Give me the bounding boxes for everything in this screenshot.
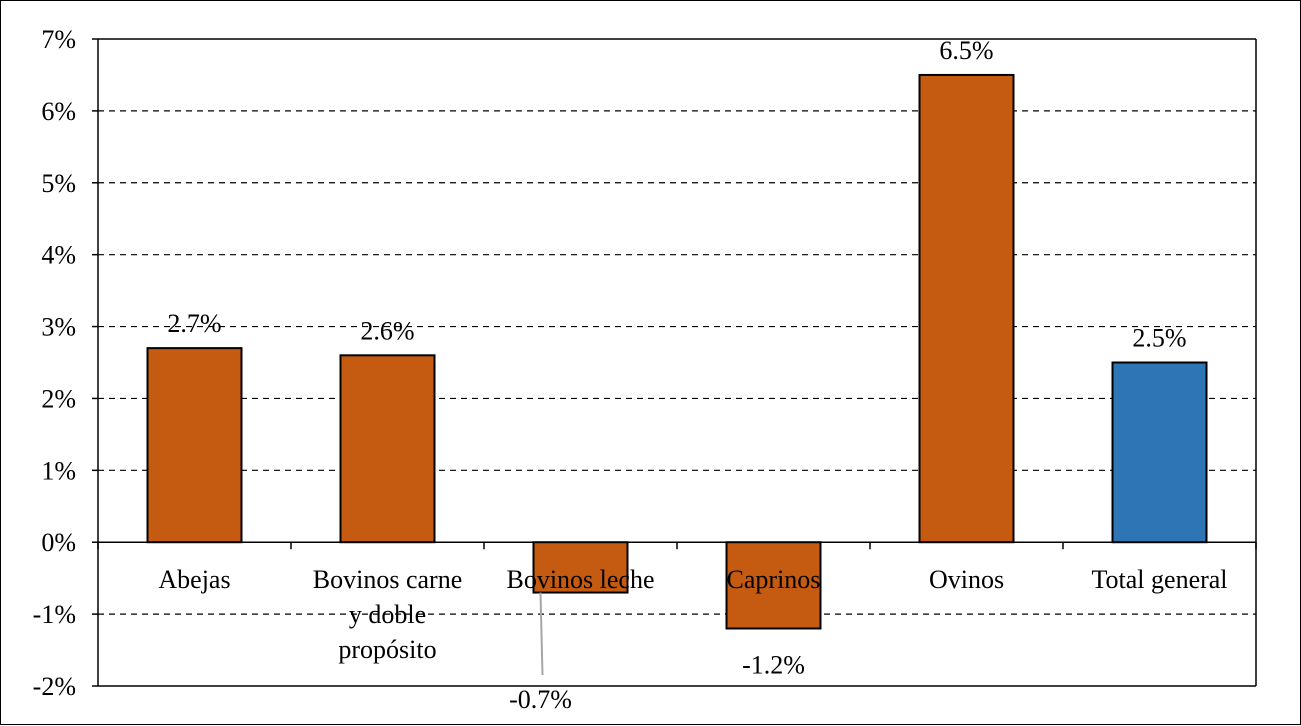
x-category-label: Caprinos [727, 565, 821, 594]
y-tick-label: 7% [41, 25, 76, 54]
x-category-label: Abejas [158, 565, 230, 594]
y-tick-label: 5% [41, 169, 76, 198]
y-tick-label: -2% [33, 672, 76, 701]
y-tick-label: 6% [41, 97, 76, 126]
data-label: 2.6% [360, 316, 414, 345]
y-tick-label: 3% [41, 313, 76, 342]
bar [146, 347, 243, 544]
y-tick-label: -1% [33, 600, 76, 629]
leader-line [539, 592, 544, 676]
bar [1111, 361, 1208, 544]
x-category-label: Bovinos leche [506, 565, 654, 594]
x-category-label: propósito [338, 635, 436, 664]
x-category-label: Bovinos carne [313, 565, 462, 594]
x-category-label: y doble [349, 600, 426, 629]
x-category-label: Ovinos [929, 565, 1004, 594]
x-category-label: Total general [1091, 565, 1227, 594]
y-tick-label: 2% [41, 384, 76, 413]
data-label: 2.5% [1132, 324, 1186, 353]
bar [339, 354, 436, 544]
data-label: 6.5% [939, 36, 993, 65]
data-label: -0.7% [509, 685, 572, 714]
bar [918, 73, 1015, 544]
data-label: 2.7% [167, 309, 221, 338]
y-tick-label: 1% [41, 456, 76, 485]
data-label: -1.2% [742, 650, 805, 679]
y-tick-label: 4% [41, 241, 76, 270]
y-tick-label: 0% [41, 528, 76, 557]
